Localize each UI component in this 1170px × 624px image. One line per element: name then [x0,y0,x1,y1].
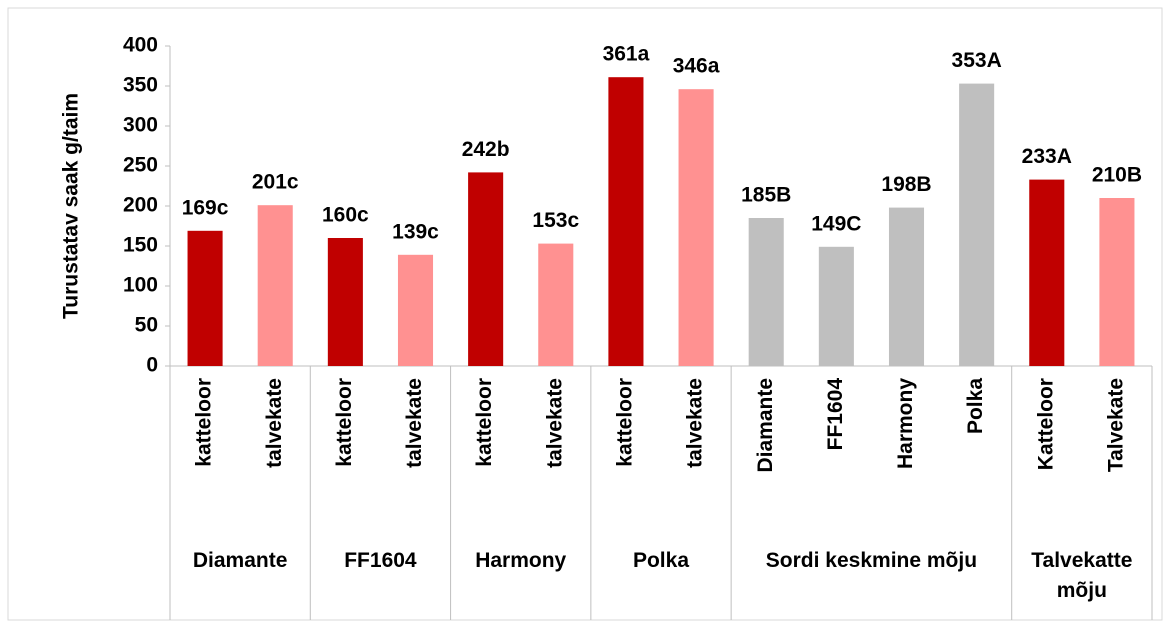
y-tick-label: 300 [123,114,158,137]
y-tick-label: 250 [123,154,158,177]
data-label: 210B [1092,164,1142,187]
bar [327,238,363,366]
bar [397,254,434,366]
data-label: 169c [182,196,229,219]
y-tick-label: 100 [123,274,158,297]
bar [608,77,644,366]
data-label: 185B [741,184,791,207]
bar [1029,179,1065,366]
chart-border [7,7,1163,621]
x-tick-label: talvekate [403,378,426,468]
bar [959,83,995,366]
data-label: 361a [603,43,650,66]
bar [1099,198,1135,366]
x-tick-label: talvekate [263,378,286,468]
x-tick-label: talvekate [543,378,566,468]
x-tick-label: Polka [964,378,987,434]
data-label: 346a [673,55,720,78]
y-tick-label: 50 [135,314,158,337]
data-label: 233A [1022,145,1072,168]
bar [678,89,714,366]
data-label: 139c [392,220,439,243]
data-label: 153c [532,209,579,232]
bar [888,207,925,366]
data-label: 149C [811,212,861,235]
x-tick-label: katteloor [333,378,356,467]
bar [187,230,223,366]
data-label: 198B [881,173,931,196]
x-tick-label: Harmony [894,378,917,469]
bar [538,243,574,366]
data-label: 160c [322,204,369,227]
group-label: Harmony [475,549,567,572]
x-tick-label: talvekate [684,378,707,468]
x-tick-label: Talvekate [1104,378,1127,472]
group-label: Sordi keskmine mõju [765,549,978,572]
bar [818,246,854,366]
x-tick-label: FF1604 [824,378,847,451]
y-tick-label: 200 [123,194,158,217]
group-label: FF1604 [344,549,417,572]
group-label: Talvekatte mõju [1031,549,1133,602]
x-tick-label: katteloor [473,378,496,467]
x-tick-label: Katteloor [1034,378,1057,470]
bar [748,218,784,366]
y-tick-label: 400 [123,34,158,57]
y-axis-title: Turustatav saak g/taim [60,93,83,319]
data-label: 201c [252,171,299,194]
x-tick-label: Diamante [754,378,777,473]
bar [468,172,504,366]
data-label: 242b [462,138,510,161]
y-tick-label: 150 [123,234,158,257]
x-tick-label: katteloor [193,378,216,467]
group-label: Diamante [192,549,288,572]
group-label: Polka [632,549,689,572]
y-tick-label: 0 [146,354,158,377]
y-tick-label: 350 [123,74,158,97]
data-label: 353A [952,49,1002,72]
x-tick-label: katteloor [613,378,636,467]
bar [257,205,293,366]
